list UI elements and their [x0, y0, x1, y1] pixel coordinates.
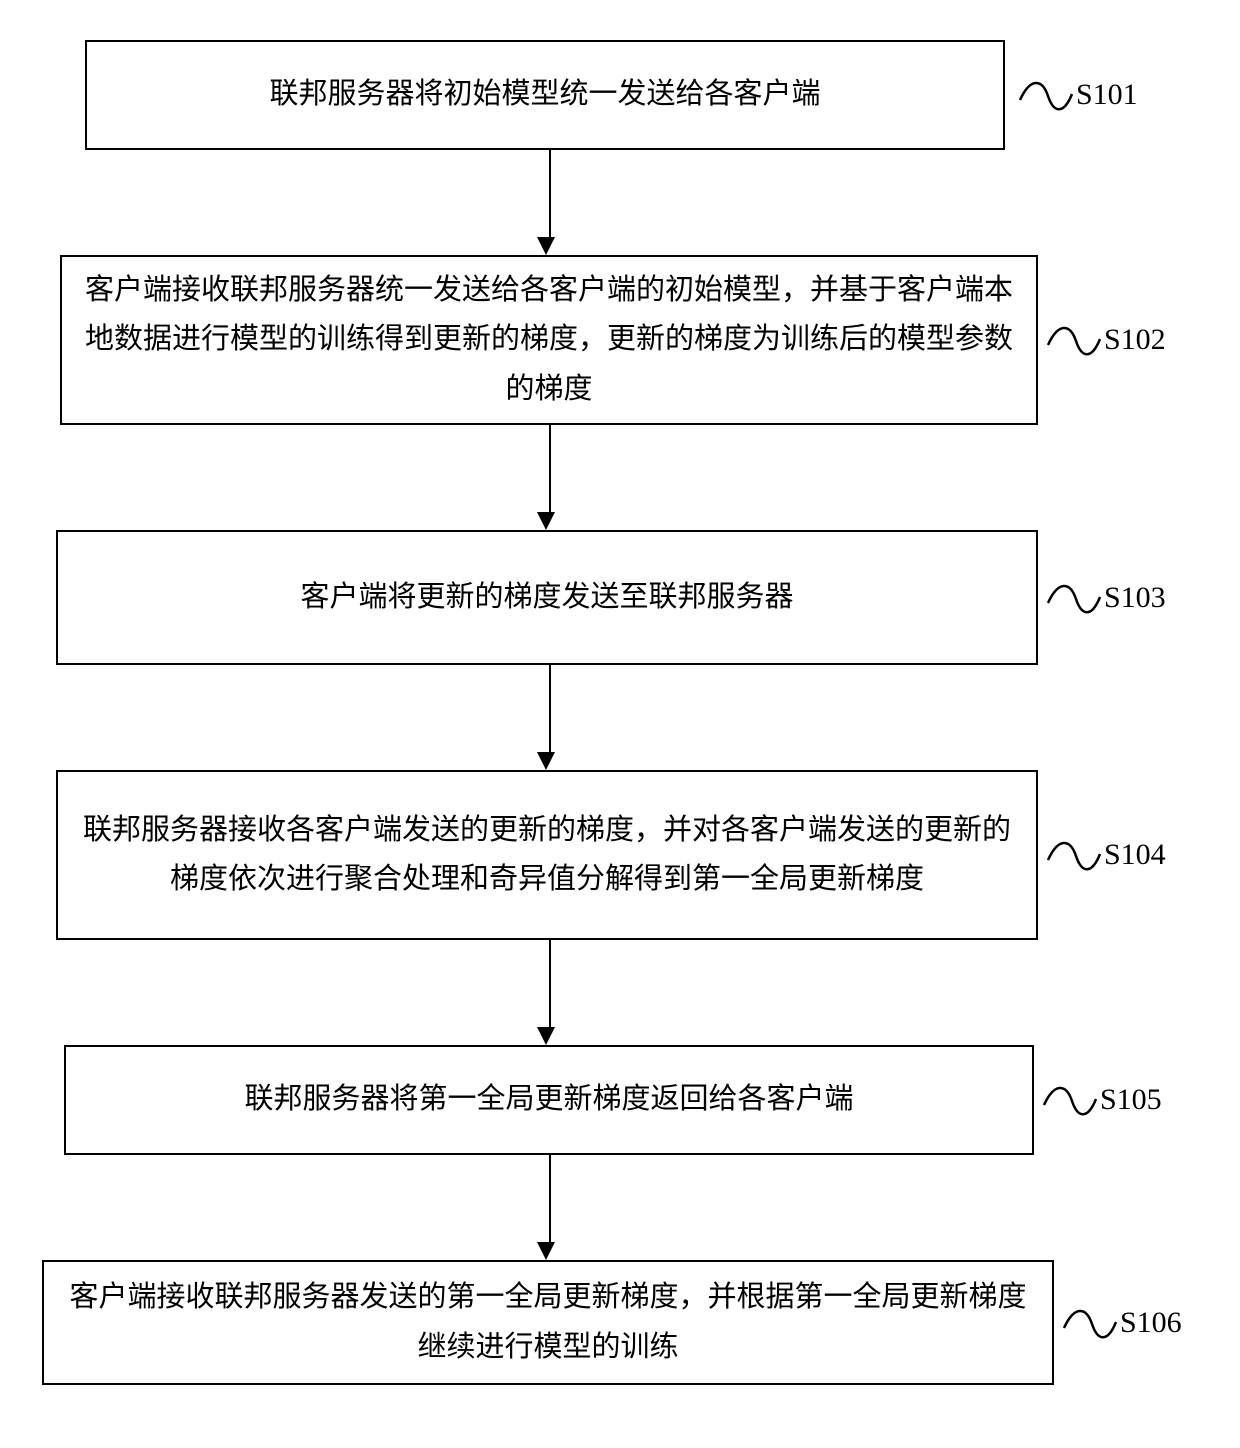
flow-step-box: 联邦服务器将第一全局更新梯度返回给各客户端 — [64, 1045, 1034, 1155]
flow-step-label: S104 — [1046, 832, 1166, 878]
flow-step-id: S103 — [1104, 581, 1166, 615]
flow-step-label: S102 — [1046, 317, 1166, 363]
flow-step-label: S106 — [1062, 1300, 1182, 1346]
arrow-down-icon — [537, 752, 555, 770]
flow-arrow — [0, 150, 1240, 255]
flow-arrow — [0, 940, 1240, 1045]
flow-step-box: 客户端将更新的梯度发送至联邦服务器 — [56, 530, 1038, 665]
flow-step-row: 联邦服务器将初始模型统一发送给各客户端 S101 — [0, 40, 1240, 150]
flow-step-row: 客户端将更新的梯度发送至联邦服务器 S103 — [0, 530, 1240, 665]
flow-step-row: 客户端接收联邦服务器统一发送给各客户端的初始模型，并基于客户端本地数据进行模型的… — [0, 255, 1240, 425]
flow-step-box: 联邦服务器接收各客户端发送的更新的梯度，并对各客户端发送的更新的梯度依次进行聚合… — [56, 770, 1038, 940]
arrow-down-icon — [537, 237, 555, 255]
flow-step-label: S103 — [1046, 575, 1166, 621]
flow-step-row: 联邦服务器将第一全局更新梯度返回给各客户端 S105 — [0, 1045, 1240, 1155]
flow-step-box: 客户端接收联邦服务器统一发送给各客户端的初始模型，并基于客户端本地数据进行模型的… — [60, 255, 1038, 425]
flow-step-id: S104 — [1104, 838, 1166, 872]
flow-step-row: 客户端接收联邦服务器发送的第一全局更新梯度，并根据第一全局更新梯度继续进行模型的… — [0, 1260, 1240, 1385]
flow-step-id: S105 — [1100, 1083, 1162, 1117]
flow-arrow — [0, 425, 1240, 530]
flow-step-box: 客户端接收联邦服务器发送的第一全局更新梯度，并根据第一全局更新梯度继续进行模型的… — [42, 1260, 1054, 1385]
arrow-down-icon — [537, 1242, 555, 1260]
arrow-down-icon — [537, 1027, 555, 1045]
flow-step-row: 联邦服务器接收各客户端发送的更新的梯度，并对各客户端发送的更新的梯度依次进行聚合… — [0, 770, 1240, 940]
flow-step-id: S101 — [1076, 78, 1138, 112]
flow-step-id: S106 — [1120, 1306, 1182, 1340]
flow-step-id: S102 — [1104, 323, 1166, 357]
arrow-down-icon — [537, 512, 555, 530]
flow-arrow — [0, 1155, 1240, 1260]
flowchart-container: 联邦服务器将初始模型统一发送给各客户端 S101 客户端接收联邦服务器统一发送给各客… — [0, 40, 1240, 1385]
flow-step-label: S105 — [1042, 1077, 1162, 1123]
flow-arrow — [0, 665, 1240, 770]
flow-step-label: S101 — [1018, 72, 1138, 118]
flow-step-box: 联邦服务器将初始模型统一发送给各客户端 — [85, 40, 1005, 150]
